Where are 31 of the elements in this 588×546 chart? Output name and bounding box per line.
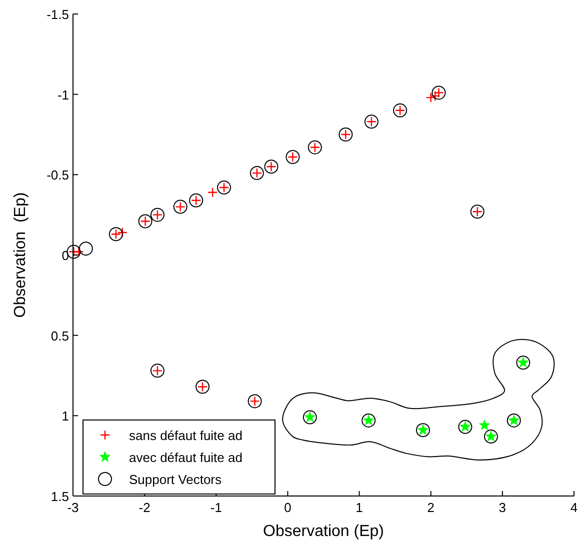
- x-axis-title: Observation (Ep): [263, 523, 384, 540]
- x-tick-label: 3: [498, 500, 506, 515]
- x-tick-label: 1: [356, 500, 363, 515]
- x-tick-label: -1: [210, 500, 222, 515]
- point: [485, 430, 496, 442]
- y-tick-label: 1: [62, 408, 69, 424]
- y-tick-label: 1.5: [50, 489, 69, 504]
- point: [426, 92, 436, 103]
- point: [516, 356, 530, 370]
- y-tick-label: -0.5: [46, 168, 69, 183]
- point: [484, 430, 498, 444]
- x-tick-label: 0: [284, 500, 292, 515]
- point: [207, 187, 218, 198]
- point: [117, 227, 128, 238]
- legend-label: avec défaut fuite ad: [129, 450, 242, 465]
- point: [518, 356, 529, 368]
- point: [302, 410, 317, 424]
- point: [78, 242, 93, 256]
- y-tick-label: 0.5: [50, 328, 69, 344]
- x-tick-label: -2: [138, 500, 150, 515]
- point: [479, 420, 490, 430]
- y-tick-label: -1: [57, 87, 69, 102]
- legend-label: sans défaut fuite ad: [129, 428, 242, 443]
- y-axis-title: Observation (Ep): [12, 192, 29, 318]
- x-tick-label: -3: [67, 500, 79, 515]
- y-tick-label: -1.5: [46, 7, 69, 22]
- x-tick-label: 4: [570, 500, 578, 515]
- point: [416, 423, 430, 438]
- x-tick-label: 2: [427, 500, 434, 515]
- point: [304, 412, 316, 422]
- legend-label: Support Vectors: [129, 472, 222, 487]
